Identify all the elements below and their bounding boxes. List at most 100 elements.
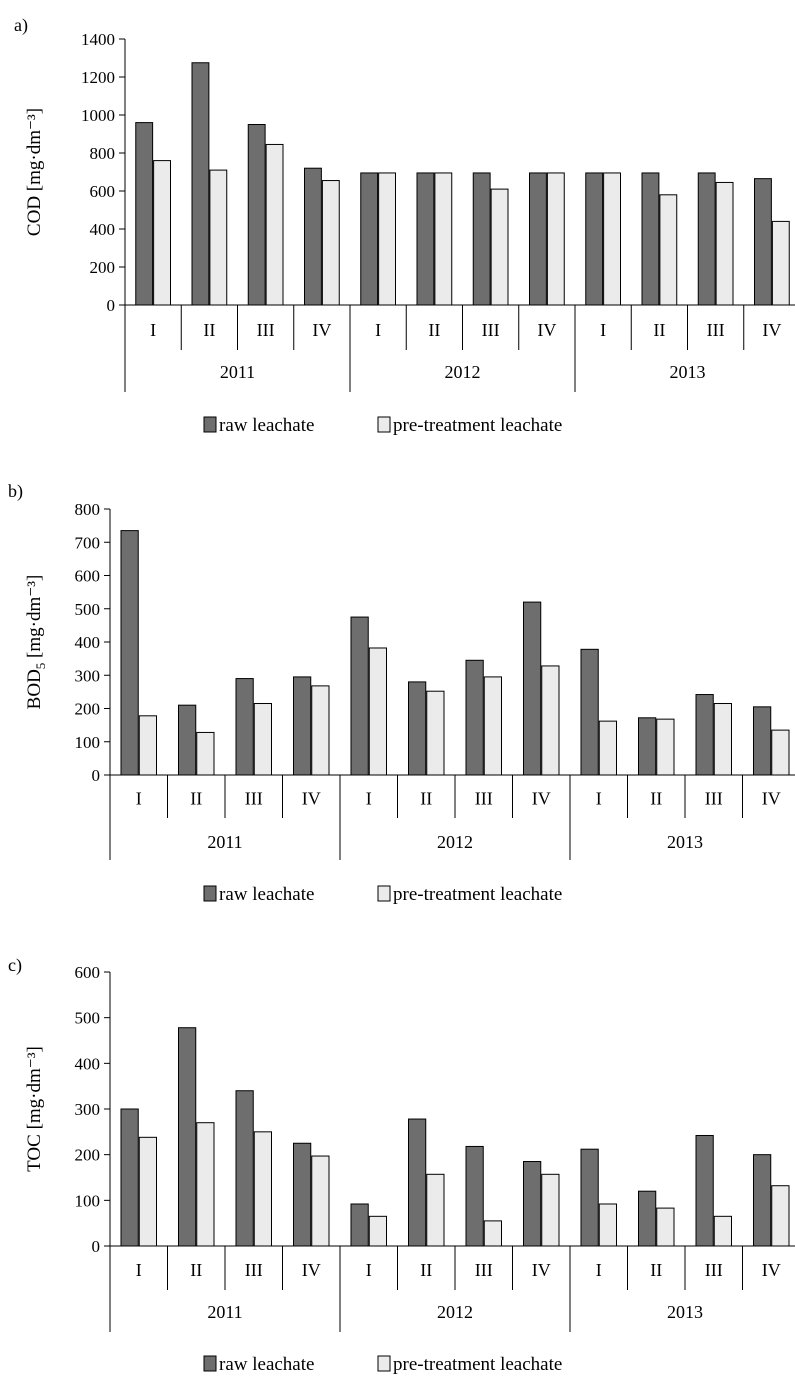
bar-raw-1	[135, 122, 154, 306]
x-tick-label: II	[190, 1260, 202, 1280]
bar-raw-12	[753, 1154, 772, 1247]
bar-raw-1	[120, 530, 139, 776]
y-tick-label: 400	[75, 633, 101, 652]
x-tick-label: III	[475, 789, 493, 809]
x-tick-label: II	[203, 320, 215, 340]
x-tick-label: II	[650, 789, 662, 809]
bar-raw-7	[472, 172, 491, 306]
y-tick-label: 300	[75, 1100, 101, 1119]
legend-swatch	[203, 885, 217, 902]
legend: raw leachate pre-treatment leachate	[203, 1354, 562, 1375]
bar-pretreatment-3	[253, 1131, 272, 1247]
y-tick-label: 1000	[81, 106, 115, 125]
y-tick-label: 600	[75, 963, 101, 982]
bar-pretreatment-11	[713, 1215, 732, 1247]
x-tick-label: II	[420, 1260, 432, 1280]
x-tick-label: I	[136, 1260, 142, 1280]
year-label: 2013	[667, 1302, 703, 1322]
legend-swatch	[203, 416, 217, 433]
bar-raw-10	[641, 172, 660, 306]
year-label: 2013	[667, 832, 703, 852]
y-tick-label: 100	[75, 1191, 101, 1210]
bar-pretreatment-7	[483, 1220, 502, 1247]
legend: raw leachate pre-treatment leachate	[203, 415, 562, 436]
x-tick-label: III	[257, 320, 275, 340]
x-tick-label: III	[707, 320, 725, 340]
y-tick-label: 500	[75, 600, 101, 619]
bar-pretreatment-9	[598, 720, 617, 776]
bar-raw-5	[360, 172, 379, 306]
bar-pretreatment-8	[541, 665, 560, 776]
year-label: 2012	[445, 362, 481, 382]
year-label: 2012	[437, 832, 473, 852]
chart-panel-2: b) 0 100 200 300 400 500 600 700 800 BOD5 [mg·dm⁻³…	[8, 481, 795, 905]
x-tick-label: I	[150, 320, 156, 340]
year-label: 2011	[207, 832, 242, 852]
legend-label: pre-treatment leachate	[393, 1354, 562, 1375]
y-tick-label: 600	[90, 182, 116, 201]
bar-pretreatment-9	[603, 172, 621, 306]
x-tick-label: I	[375, 320, 381, 340]
year-label: 2011	[207, 1302, 242, 1322]
bar-pretreatment-12	[771, 1185, 790, 1247]
legend-label: raw leachate	[219, 415, 314, 436]
bar-raw-4	[293, 1142, 312, 1247]
y-tick-label: 500	[75, 1009, 101, 1028]
bar-raw-6	[416, 172, 435, 306]
y-tick-label: 0	[107, 296, 116, 315]
year-label: 2012	[437, 1302, 473, 1322]
bar-pretreatment-10	[659, 194, 678, 306]
bar-raw-7	[465, 659, 484, 776]
y-tick-label: 0	[92, 766, 101, 785]
bar-raw-9	[580, 1148, 599, 1247]
legend-label: raw leachate	[219, 1354, 314, 1375]
panel-label: c)	[8, 955, 22, 976]
bar-pretreatment-7	[483, 676, 502, 776]
bar-pretreatment-6	[426, 1173, 445, 1247]
bar-raw-2	[191, 62, 210, 306]
x-tick-label: II	[190, 789, 202, 809]
bar-raw-3	[235, 678, 254, 776]
y-tick-label: 800	[90, 144, 116, 163]
x-tick-label: II	[420, 789, 432, 809]
bar-pretreatment-5	[368, 647, 387, 776]
y-tick-label: 400	[90, 220, 116, 239]
x-tick-label: IV	[302, 789, 321, 809]
x-tick-label: III	[245, 789, 263, 809]
legend: raw leachate pre-treatment leachate	[203, 884, 562, 905]
bar-pretreatment-2	[196, 1122, 215, 1247]
bar-raw-2	[178, 704, 197, 776]
bar-pretreatment-6	[426, 690, 445, 776]
bar-raw-3	[247, 124, 266, 306]
x-tick-label: I	[596, 1260, 602, 1280]
x-tick-label: IV	[762, 789, 781, 809]
legend-label: raw leachate	[219, 884, 314, 905]
legend-swatch	[377, 1355, 391, 1372]
bar-raw-4	[293, 676, 312, 776]
x-tick-label: IV	[302, 1260, 321, 1280]
bar-pretreatment-8	[541, 1173, 560, 1247]
bar-pretreatment-7	[490, 188, 509, 306]
bar-raw-6	[408, 1118, 427, 1247]
bar-raw-3	[235, 1090, 254, 1247]
legend-label: pre-treatment leachate	[393, 884, 562, 905]
bar-pretreatment-4	[321, 180, 340, 306]
bar-pretreatment-1	[138, 715, 157, 776]
bar-pretreatment-8	[546, 172, 565, 306]
x-tick-label: I	[366, 1260, 372, 1280]
legend-swatch	[203, 1355, 217, 1372]
bar-raw-9	[580, 648, 599, 776]
bar-raw-5	[350, 1203, 369, 1247]
x-tick-label: IV	[762, 1260, 781, 1280]
bar-pretreatment-9	[598, 1203, 617, 1247]
bar-raw-12	[753, 706, 772, 776]
y-tick-label: 0	[92, 1237, 101, 1256]
bar-raw-2	[178, 1027, 197, 1247]
bar-raw-12	[754, 178, 772, 306]
y-tick-label: 600	[75, 567, 101, 586]
x-tick-label: III	[705, 1260, 723, 1280]
y-tick-label: 200	[90, 258, 116, 277]
bar-raw-10	[638, 717, 657, 776]
bar-raw-1	[120, 1108, 139, 1247]
